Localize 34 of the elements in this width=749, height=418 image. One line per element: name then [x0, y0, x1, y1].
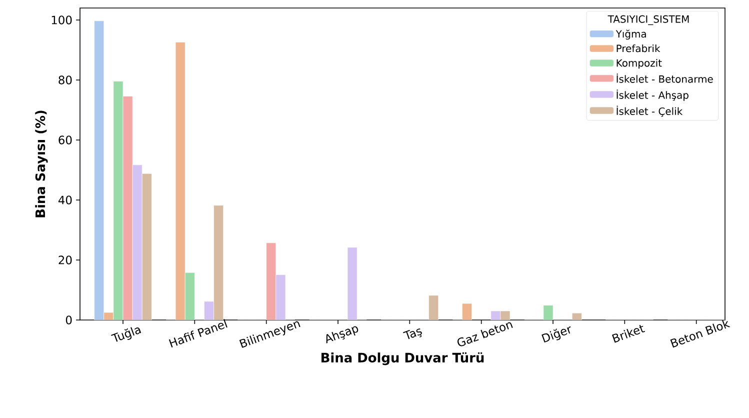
x-tick-label: Ahşap [326, 326, 358, 344]
y-tick-label: 100 [52, 16, 72, 24]
bar [184, 272, 195, 320]
bar [276, 274, 286, 320]
legend-label: Yığma [616, 30, 646, 40]
legend-label: Prefabrik [616, 44, 660, 52]
bar [132, 164, 142, 320]
y-tick-label: 0 [66, 316, 72, 324]
x-tick-label: Gaz beton [457, 322, 513, 346]
x-tick-label: Hafif Panel [168, 319, 228, 348]
y-axis-title: Bina Sayısı (%) [35, 110, 48, 218]
bar [214, 205, 224, 320]
bar [94, 20, 104, 320]
x-tick-label: Tuğla [110, 327, 142, 342]
bar [428, 295, 438, 320]
x-axis-title: Bina Dolgu Duvar Türü [322, 352, 484, 366]
x-tick-label: Taş [403, 328, 422, 340]
x-tick-label: Beton Blok [670, 320, 730, 348]
x-tick-label: Briket [612, 324, 646, 343]
y-tick-label: 20 [58, 256, 72, 264]
bar [266, 242, 276, 320]
bar [204, 301, 214, 320]
bar [175, 42, 186, 320]
legend-label: Kompozit [616, 59, 662, 69]
y-tick-label: 40 [58, 196, 72, 204]
legend-label: İskelet - Betonarme [616, 74, 713, 83]
bar [142, 173, 152, 320]
legend-label: İskelet - Ahşap [616, 90, 688, 101]
x-tick-label: Diğer [542, 326, 571, 343]
legend-label: İskelet - Çelik [616, 106, 683, 117]
legend-title: TASIYICI_SISTEM [608, 15, 689, 26]
y-tick-label: 80 [58, 76, 72, 84]
bar [347, 247, 358, 320]
y-tick-label: 60 [58, 136, 72, 144]
